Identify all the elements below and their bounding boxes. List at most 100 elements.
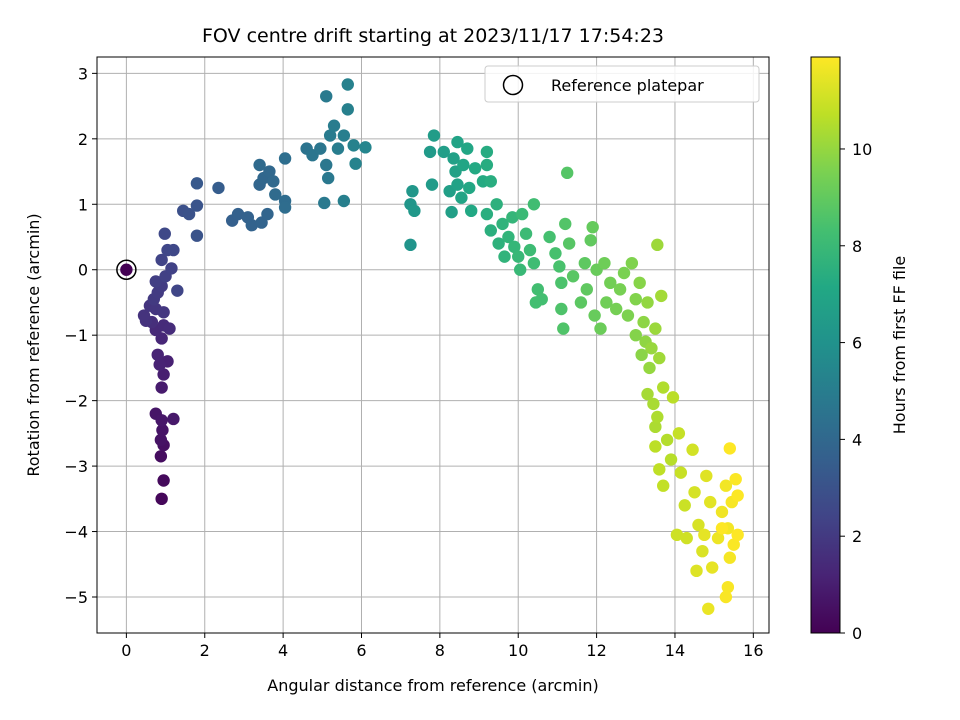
data-point — [321, 171, 335, 185]
legend-marker — [502, 74, 524, 96]
data-point — [156, 423, 169, 437]
data-point — [404, 238, 417, 252]
data-point — [555, 276, 568, 290]
data-point — [531, 283, 545, 296]
data-point — [261, 207, 274, 221]
data-point — [337, 129, 351, 142]
data-point — [653, 351, 666, 365]
data-point — [480, 158, 494, 172]
data-point — [331, 142, 345, 155]
data-point — [155, 253, 168, 267]
data-point — [347, 139, 360, 152]
data-point — [349, 157, 362, 170]
plot-area-frame — [96, 56, 770, 634]
data-point — [700, 469, 713, 483]
data-point — [190, 177, 204, 190]
data-point — [341, 78, 354, 91]
data-point — [451, 178, 464, 191]
y-tick-label: 1 — [78, 195, 88, 214]
x-tick-label: 8 — [435, 641, 445, 660]
data-point — [155, 381, 168, 394]
data-point — [651, 238, 664, 252]
x-tick-label: 4 — [278, 641, 288, 660]
data-point — [729, 472, 742, 486]
data-point — [463, 181, 476, 195]
data-point — [437, 145, 450, 159]
data-point — [155, 414, 168, 427]
data-point — [341, 103, 354, 116]
colorbar-tick-label: 6 — [852, 334, 862, 353]
y-tick-label: 0 — [78, 261, 88, 280]
data-point — [653, 463, 666, 476]
data-point — [549, 247, 562, 260]
data-point — [447, 152, 460, 165]
data-point — [154, 433, 168, 447]
data-point — [484, 175, 497, 188]
data-point — [562, 237, 576, 250]
data-point — [613, 283, 627, 296]
data-point — [158, 227, 171, 240]
data-point — [660, 433, 674, 447]
y-axis-ticks: −5 −4 −3 −2 −1 0 1 2 3 — [64, 64, 97, 607]
data-point — [711, 531, 725, 545]
data-point — [231, 207, 245, 221]
data-point — [723, 442, 737, 455]
data-point — [617, 266, 631, 280]
data-point — [678, 499, 691, 512]
data-point — [584, 234, 597, 247]
data-point — [625, 256, 639, 270]
data-point — [609, 302, 623, 316]
data-point — [561, 166, 574, 180]
data-point — [406, 184, 419, 198]
data-point — [171, 284, 184, 297]
scatter-points — [137, 78, 744, 615]
y-tick-label: −3 — [64, 457, 88, 476]
reference-platepar-marker — [116, 259, 137, 280]
data-point — [408, 204, 421, 218]
data-point — [502, 230, 515, 244]
grid-lines — [97, 57, 769, 633]
data-point — [704, 495, 717, 509]
x-axis-ticks: 0 2 4 6 8 10 12 14 16 — [121, 633, 764, 660]
data-point — [680, 531, 693, 545]
data-point — [278, 201, 292, 214]
data-point — [727, 538, 740, 551]
colorbar-tick-label: 10 — [852, 140, 872, 159]
data-point — [657, 479, 670, 492]
data-point — [445, 205, 458, 219]
data-point — [649, 322, 662, 335]
data-point — [715, 505, 729, 519]
y-tick-label: 2 — [78, 130, 88, 149]
x-tick-label: 16 — [743, 641, 763, 660]
data-point — [559, 217, 572, 231]
data-point — [314, 142, 327, 155]
data-point — [149, 275, 162, 288]
data-point — [600, 296, 613, 309]
data-point — [151, 348, 164, 362]
data-point — [165, 262, 178, 275]
colorbar: 0 2 4 6 8 10 Hours from first FF file — [810, 56, 909, 643]
legend: Reference platepar — [484, 65, 760, 103]
colorbar-tick-label: 4 — [852, 430, 862, 449]
data-point — [649, 420, 662, 434]
data-point — [245, 219, 258, 232]
data-point — [468, 162, 482, 175]
data-point — [688, 486, 701, 499]
data-point — [506, 211, 519, 224]
data-point — [666, 391, 680, 404]
data-point — [705, 561, 719, 574]
data-point — [719, 479, 733, 492]
data-point — [731, 528, 744, 542]
data-point — [731, 489, 744, 502]
reference-ring — [116, 259, 137, 280]
x-tick-label: 10 — [508, 641, 528, 660]
data-point — [574, 296, 588, 309]
data-point — [643, 361, 656, 375]
data-point — [155, 492, 168, 506]
data-point — [157, 474, 170, 487]
data-point — [555, 302, 568, 316]
data-point — [157, 368, 170, 381]
data-point — [686, 443, 699, 456]
data-point — [621, 309, 635, 322]
data-point — [670, 528, 684, 542]
